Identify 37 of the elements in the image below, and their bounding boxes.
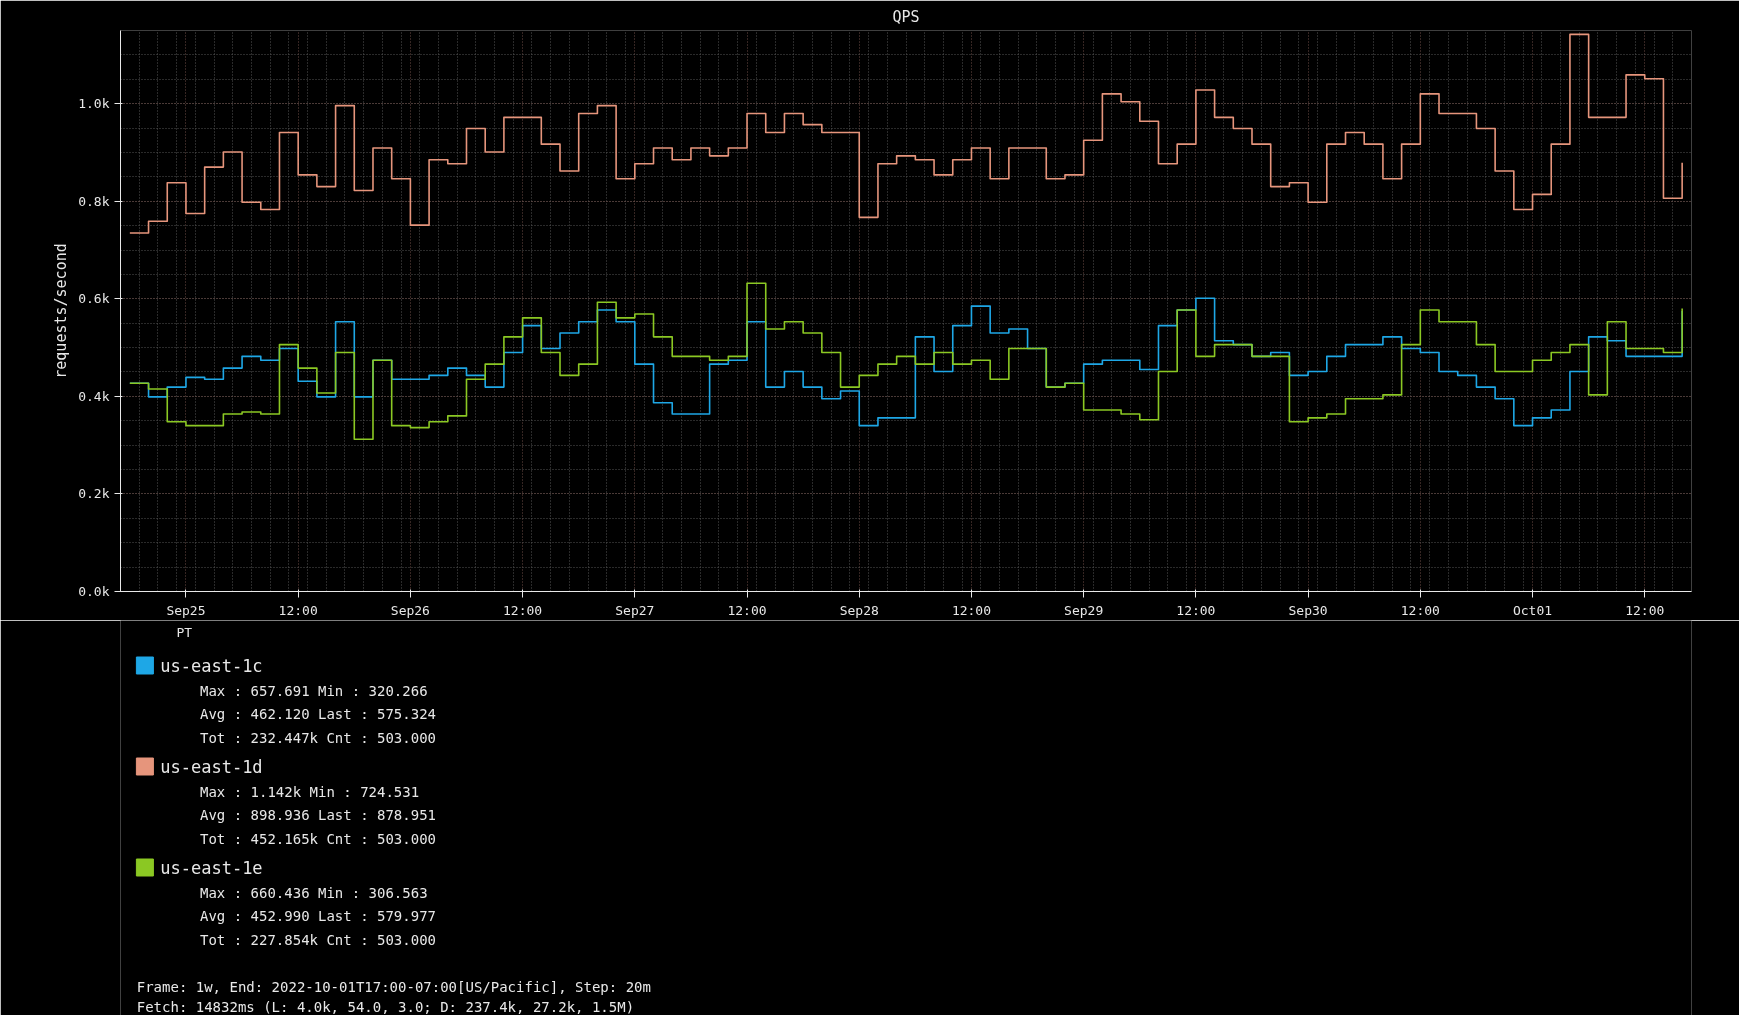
text: PT — [176, 624, 193, 640]
x-tick-label: Sep25 — [166, 602, 206, 618]
text: Max : 660.436 Min : 306.563 — [200, 884, 428, 901]
y-tick-label: 0.4k — [78, 388, 110, 404]
x-tick-label: Sep30 — [1288, 602, 1328, 618]
y-axis-title: requests/second — [52, 243, 71, 379]
x-tick-label: 12:00 — [1176, 602, 1216, 618]
text: Fetch: 14832ms (L: 4.0k, 54.0, 3.0; D: 237.4k, 27.2k, 1.5M) — [136, 998, 635, 1015]
legend-label: us-east-1c — [160, 655, 263, 676]
text: Tot : 227.854k Cnt : 503.000 — [200, 931, 437, 948]
text: Tot : 452.165k Cnt : 503.000 — [200, 830, 437, 847]
x-tick-label: Sep27 — [615, 602, 655, 618]
x-tick-label: Oct01 — [1512, 602, 1553, 618]
text: Frame: 1w, End: 2022-10-01T17:00-07:00[US/Pacific], Step: 20m — [136, 978, 651, 995]
x-tick-label: 12:00 — [727, 602, 767, 618]
x-tick-label: 12:00 — [1400, 602, 1440, 618]
x-tick-label: 12:00 — [503, 602, 543, 618]
chart-title: QPS — [892, 7, 920, 26]
text: Avg : 452.990 Last : 579.977 — [200, 908, 437, 924]
text: Max : 657.691 Min : 320.266 — [200, 682, 428, 699]
text: Max : 1.142k Min : 724.531 — [200, 783, 420, 800]
y-tick-label: 0.8k — [78, 193, 110, 209]
legend-label: us-east-1e — [160, 857, 263, 878]
y-tick-label: 0.0k — [78, 584, 110, 599]
text: Avg : 898.936 Last : 878.951 — [200, 807, 437, 823]
text: Tot : 232.447k Cnt : 503.000 — [200, 729, 437, 746]
x-tick-label: Sep28 — [839, 602, 879, 618]
y-tick-label: 1.0k — [78, 96, 110, 112]
x-tick-label: Sep26 — [390, 602, 430, 618]
x-tick-label: 12:00 — [278, 602, 318, 618]
x-tick-label: 12:00 — [951, 602, 992, 618]
text: Avg : 462.120 Last : 575.324 — [200, 706, 437, 722]
legend-label: us-east-1d — [160, 756, 263, 777]
x-tick-label: Sep29 — [1064, 602, 1104, 618]
y-tick-label: 0.2k — [78, 486, 110, 502]
y-tick-label: 0.6k — [78, 291, 110, 307]
x-tick-label: 12:00 — [1625, 602, 1665, 618]
